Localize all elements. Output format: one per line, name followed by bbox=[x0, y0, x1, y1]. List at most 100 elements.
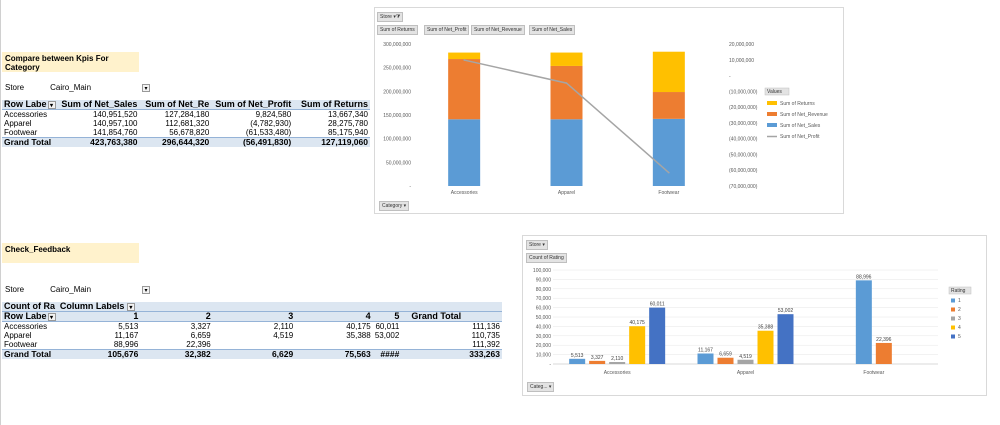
legend-swatch bbox=[951, 334, 955, 339]
category-field-button[interactable]: Categ... ▾ bbox=[527, 382, 555, 392]
total-cell: 6,629 bbox=[212, 349, 296, 359]
row-labels-dropdown-icon[interactable]: ▾ bbox=[47, 101, 56, 109]
y-tick-label: 100,000 bbox=[533, 268, 551, 274]
y-tick-label: 80,000 bbox=[536, 287, 552, 293]
bar bbox=[589, 360, 606, 364]
legend-title: Values bbox=[767, 89, 782, 95]
y-tick-label: 30,000 bbox=[536, 334, 552, 340]
data-label: 53,002 bbox=[778, 308, 794, 314]
y2-tick-label: 10,000,000 bbox=[729, 58, 754, 64]
row-labels-header[interactable]: Row Labe ▾ bbox=[2, 100, 58, 110]
y-tick-label: 90,000 bbox=[536, 277, 552, 283]
row-label: Accessories bbox=[4, 322, 48, 331]
store-filter-value: Cairo_Main bbox=[50, 83, 92, 92]
table-cell: 35,388 bbox=[346, 331, 371, 340]
table-cell: 5,513 bbox=[118, 322, 139, 331]
x-tick-label: Accessories bbox=[604, 370, 631, 376]
store-field-button[interactable]: Store ▾⧩ bbox=[377, 12, 404, 22]
data-label: 2,110 bbox=[611, 356, 623, 362]
table-cell: 40,175 bbox=[346, 322, 371, 331]
total-cell: (56,491,830) bbox=[211, 137, 294, 147]
profit-point bbox=[463, 59, 465, 61]
bar-segment bbox=[550, 52, 583, 66]
y-tick-label: 50,000 bbox=[536, 315, 552, 321]
y-tick-label: 150,000,000 bbox=[383, 113, 411, 119]
category-field-button[interactable]: Category ▾ bbox=[379, 201, 410, 211]
store-filter-2[interactable]: Store Cairo_Main ▾ bbox=[5, 285, 150, 294]
store-filter-label: Store bbox=[5, 83, 25, 92]
legend-label: Sum of Net_Revenue bbox=[780, 112, 828, 118]
column-header: Grand Total bbox=[401, 311, 502, 322]
table-cell: 140,951,520 bbox=[92, 110, 138, 119]
value-field-button[interactable]: Sum of Net_Sales bbox=[529, 25, 576, 35]
table-row: Accessories 140,951,520 127,284,180 9,824,5… bbox=[2, 110, 370, 120]
legend-label: 1 bbox=[958, 298, 961, 304]
legend-label: 5 bbox=[958, 334, 961, 340]
x-tick-label: Accessories bbox=[451, 190, 478, 196]
pivot-header-row: Row Labe ▾ Sum of Net_Sales Sum of Net_Re… bbox=[2, 100, 370, 110]
y2-tick-label: (60,000,000) bbox=[729, 168, 758, 174]
filter-dropdown-icon[interactable]: ▾ bbox=[142, 83, 150, 92]
value-header: Count of Ra bbox=[2, 302, 58, 312]
pivot-header-row-2: Row Labe ▾ 1 2 3 4 5 Grand Total bbox=[2, 311, 502, 322]
column-labels-header[interactable]: Column Labels ▾ bbox=[57, 302, 141, 312]
y2-tick-label: (40,000,000) bbox=[729, 137, 758, 143]
bar bbox=[569, 358, 586, 364]
y2-tick-label: 20,000,000 bbox=[729, 42, 754, 48]
table-cell: 9,824,580 bbox=[255, 110, 292, 119]
legend-label: Sum of Net_Profit bbox=[780, 134, 820, 140]
store-filter-value: Cairo_Main bbox=[50, 285, 92, 294]
legend-title: Rating bbox=[951, 288, 966, 294]
table-cell: 85,175,940 bbox=[327, 128, 368, 137]
legend-swatch bbox=[951, 298, 955, 303]
value-field-button[interactable]: Sum of Returns bbox=[377, 25, 418, 35]
kpi-combo-chart[interactable]: Store ▾⧩ Sum of Returns Sum of Net_Profit… bbox=[374, 7, 844, 214]
kpi-banner: Compare between Kpis For Category bbox=[2, 52, 139, 72]
total-cell: 333,263 bbox=[401, 349, 502, 359]
store-field-button[interactable]: Store ▾ bbox=[526, 240, 548, 250]
filter-dropdown-icon[interactable]: ▾ bbox=[142, 285, 150, 294]
column-labels-dropdown-icon[interactable]: ▾ bbox=[126, 303, 135, 311]
feedback-banner: Check_Feedback bbox=[2, 243, 139, 263]
y2-tick-label: (30,000,000) bbox=[729, 121, 758, 127]
y-tick-label: 70,000 bbox=[536, 296, 552, 302]
table-cell: 111,392 bbox=[472, 340, 500, 349]
row-labels-dropdown-icon[interactable]: ▾ bbox=[47, 313, 56, 321]
row-label: Footwear bbox=[4, 340, 38, 349]
value-field-button[interactable]: Sum of Net_Profit bbox=[424, 25, 470, 35]
feedback-pivot-table: Count of Ra Column Labels ▾ Row Labe ▾ 1 … bbox=[2, 302, 502, 359]
bar bbox=[649, 307, 666, 364]
count-of-rating-button[interactable]: Count of Rating bbox=[526, 253, 567, 263]
bar-segment bbox=[652, 51, 685, 93]
column-header: 2 bbox=[140, 311, 213, 322]
table-cell: 56,678,820 bbox=[169, 128, 210, 137]
table-cell: 4,519 bbox=[273, 331, 294, 340]
table-cell: 127,284,180 bbox=[164, 110, 210, 119]
y2-tick-label: (50,000,000) bbox=[729, 152, 758, 158]
row-label: Apparel bbox=[4, 119, 32, 128]
rating-bar-chart[interactable]: Store ▾ Count of Rating 100,000 90,000 80,… bbox=[522, 235, 987, 396]
y2-tick-label: (20,000,000) bbox=[729, 105, 758, 111]
column-header: Sum of Net_Sales bbox=[57, 100, 140, 110]
grand-total-row: Grand Total 105,676 32,382 6,629 75,563 #### 3… bbox=[2, 349, 502, 359]
column-header: 1 bbox=[57, 311, 141, 322]
y-tick-label: 100,000,000 bbox=[383, 137, 411, 143]
column-header: 5 bbox=[372, 311, 402, 322]
table-cell: (4,782,930) bbox=[250, 119, 292, 128]
table-cell: 3,327 bbox=[190, 322, 211, 331]
bar-segment bbox=[448, 119, 481, 186]
y-tick-label: 10,000 bbox=[536, 353, 552, 359]
table-cell: (61,533,480) bbox=[245, 128, 292, 137]
table-cell: 88,996 bbox=[113, 340, 139, 349]
y-tick-label: 200,000,000 bbox=[383, 89, 411, 95]
kpi-pivot-table: Row Labe ▾ Sum of Net_Sales Sum of Net_Re… bbox=[2, 100, 370, 147]
total-cell: 127,119,060 bbox=[293, 137, 370, 147]
row-labels-header[interactable]: Row Labe ▾ bbox=[2, 311, 58, 322]
bar bbox=[717, 357, 734, 364]
store-filter[interactable]: Store Cairo_Main ▾ bbox=[5, 83, 150, 92]
grand-total-row: Grand Total 423,763,380 296,644,320 (56,491… bbox=[2, 137, 370, 147]
legend-swatch bbox=[767, 123, 777, 127]
data-label: 11,167 bbox=[698, 348, 713, 354]
data-label: 88,996 bbox=[856, 274, 872, 280]
value-field-button[interactable]: Sum of Net_Revenue bbox=[471, 25, 525, 35]
